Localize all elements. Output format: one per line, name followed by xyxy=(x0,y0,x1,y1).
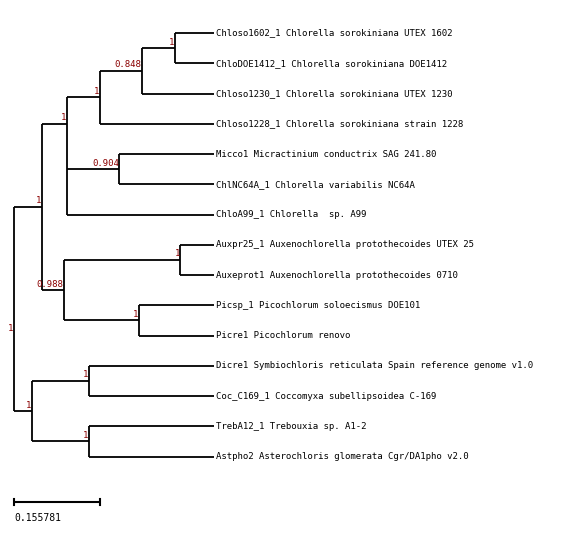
Text: Chloso1230_1 Chlorella sorokiniana UTEX 1230: Chloso1230_1 Chlorella sorokiniana UTEX … xyxy=(216,89,452,98)
Text: 0.904: 0.904 xyxy=(92,159,119,167)
Text: 1: 1 xyxy=(7,324,13,333)
Text: 1: 1 xyxy=(133,310,138,319)
Text: Chloso1602_1 Chlorella sorokiniana UTEX 1602: Chloso1602_1 Chlorella sorokiniana UTEX … xyxy=(216,28,452,37)
Text: ChloA99_1 Chlorella  sp. A99: ChloA99_1 Chlorella sp. A99 xyxy=(216,210,366,219)
Text: Micco1 Micractinium conductrix SAG 241.80: Micco1 Micractinium conductrix SAG 241.8… xyxy=(216,150,437,158)
Text: Chloso1228_1 Chlorella sorokiniana strain 1228: Chloso1228_1 Chlorella sorokiniana strai… xyxy=(216,119,463,128)
Text: Auxeprot1 Auxenochlorella protothecoides 0710: Auxeprot1 Auxenochlorella protothecoides… xyxy=(216,271,458,280)
Text: Astpho2 Asterochloris glomerata Cgr/DA1pho v2.0: Astpho2 Asterochloris glomerata Cgr/DA1p… xyxy=(216,452,468,461)
Text: 1: 1 xyxy=(61,113,66,123)
Text: TrebA12_1 Trebouxia sp. A1-2: TrebA12_1 Trebouxia sp. A1-2 xyxy=(216,422,366,431)
Text: 1: 1 xyxy=(36,196,41,205)
Text: 0.988: 0.988 xyxy=(36,280,64,289)
Text: Picre1 Picochlorum renovo: Picre1 Picochlorum renovo xyxy=(216,331,350,340)
Text: 1: 1 xyxy=(26,401,31,410)
Text: 1: 1 xyxy=(83,370,88,379)
Text: Dicre1 Symbiochloris reticulata Spain reference genome v1.0: Dicre1 Symbiochloris reticulata Spain re… xyxy=(216,361,533,370)
Text: Picsp_1 Picochlorum soloecismus DOE101: Picsp_1 Picochlorum soloecismus DOE101 xyxy=(216,301,420,310)
Text: Auxpr25_1 Auxenochlorella protothecoides UTEX 25: Auxpr25_1 Auxenochlorella protothecoides… xyxy=(216,240,474,249)
Text: 1: 1 xyxy=(83,431,88,440)
Text: ChlNC64A_1 Chlorella variabilis NC64A: ChlNC64A_1 Chlorella variabilis NC64A xyxy=(216,180,415,189)
Text: ChloDOE1412_1 Chlorella sorokiniana DOE1412: ChloDOE1412_1 Chlorella sorokiniana DOE1… xyxy=(216,59,447,68)
Text: 0.848: 0.848 xyxy=(114,60,141,70)
Text: Coc_C169_1 Coccomyxa subellipsoidea C-169: Coc_C169_1 Coccomyxa subellipsoidea C-16… xyxy=(216,392,437,401)
Text: 0.155781: 0.155781 xyxy=(14,513,61,523)
Text: 1: 1 xyxy=(94,87,99,96)
Text: 1: 1 xyxy=(175,249,180,258)
Text: 1: 1 xyxy=(169,37,174,47)
